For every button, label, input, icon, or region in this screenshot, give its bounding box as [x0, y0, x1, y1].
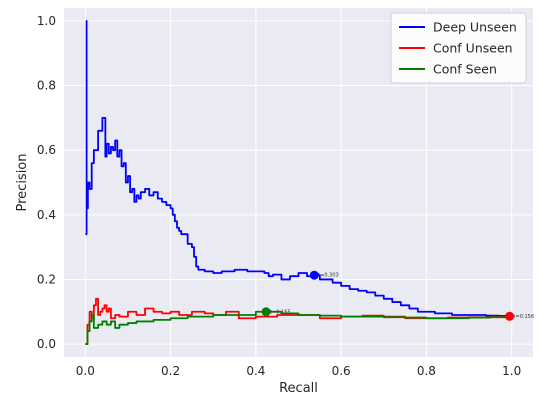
y-axis-label: Precision: [15, 153, 30, 211]
threshold-marker: [261, 307, 271, 317]
threshold-markers: t=0.303 t=0.165 t=0.156: [261, 270, 534, 321]
series-line-conf-seen: [85, 310, 511, 345]
x-axis-label: Recall: [279, 381, 318, 396]
y-tick-label: 0.6: [37, 143, 56, 157]
x-tick-label: 0.2: [161, 364, 180, 378]
legend-entry: Conf Seen: [433, 62, 497, 77]
threshold-marker: [505, 311, 515, 321]
series-line-conf-unseen: [85, 297, 511, 345]
x-tick-label: 0.4: [246, 364, 265, 378]
legend-box: [390, 12, 527, 84]
legend-entry: Deep Unseen: [433, 20, 517, 35]
threshold-label: t=0.165: [270, 309, 290, 315]
x-tick-label: 0.0: [76, 364, 95, 378]
legend: Deep Unseen Conf Unseen Conf Seen: [390, 12, 527, 84]
y-tick-label: 0.8: [37, 79, 56, 93]
grid-lines: [64, 8, 533, 357]
legend-entry: Conf Unseen: [433, 41, 513, 56]
y-tick-labels: 0.0 0.2 0.4 0.6 0.8 1.0: [37, 14, 56, 351]
y-tick-label: 0.2: [37, 272, 56, 286]
threshold-label: t=0.156: [514, 314, 534, 320]
y-tick-label: 0.0: [37, 337, 56, 351]
x-tick-label: 0.6: [332, 364, 351, 378]
x-tick-labels: 0.0 0.2 0.4 0.6 0.8 1.0: [76, 364, 521, 378]
series-line-deep-unseen: [85, 20, 510, 317]
y-tick-label: 0.4: [37, 208, 56, 222]
threshold-marker: [309, 270, 319, 280]
y-tick-label: 1.0: [37, 14, 56, 28]
x-tick-label: 1.0: [502, 364, 521, 378]
x-tick-label: 0.8: [417, 364, 436, 378]
threshold-label: t=0.303: [318, 273, 338, 279]
series-layer: [85, 20, 511, 345]
